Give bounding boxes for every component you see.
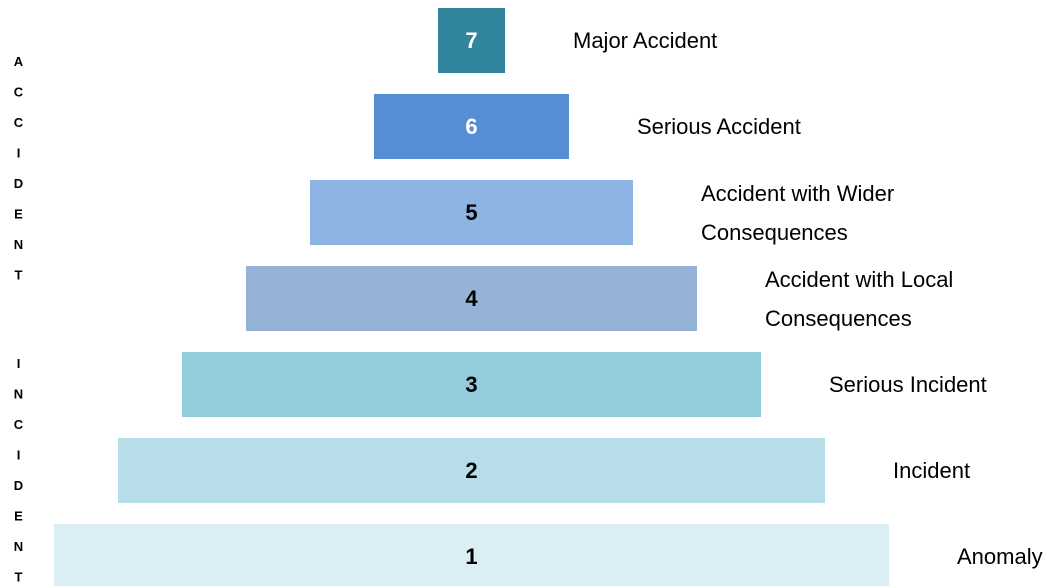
side-label: INCIDENT — [11, 356, 26, 586]
level-bar: 7 — [438, 8, 505, 73]
level-label: Serious Incident — [829, 372, 987, 397]
level-bar: 4 — [246, 266, 697, 331]
level-label: Major Accident — [573, 28, 718, 53]
level-bar: 2 — [118, 438, 825, 503]
level-bar: 1 — [54, 524, 889, 586]
level-bar: 3 — [182, 352, 761, 417]
level-label: Accident with Wider Consequences — [701, 181, 895, 245]
level-bar: 6 — [374, 94, 569, 159]
level-bar: 5 — [310, 180, 633, 245]
side-label: ACCIDENT — [11, 54, 26, 298]
level-label: Accident with Local Consequences — [765, 267, 954, 331]
level-label: Incident — [893, 458, 971, 483]
level-label: Anomaly — [957, 544, 1043, 569]
level-label: Serious Accident — [637, 114, 801, 139]
